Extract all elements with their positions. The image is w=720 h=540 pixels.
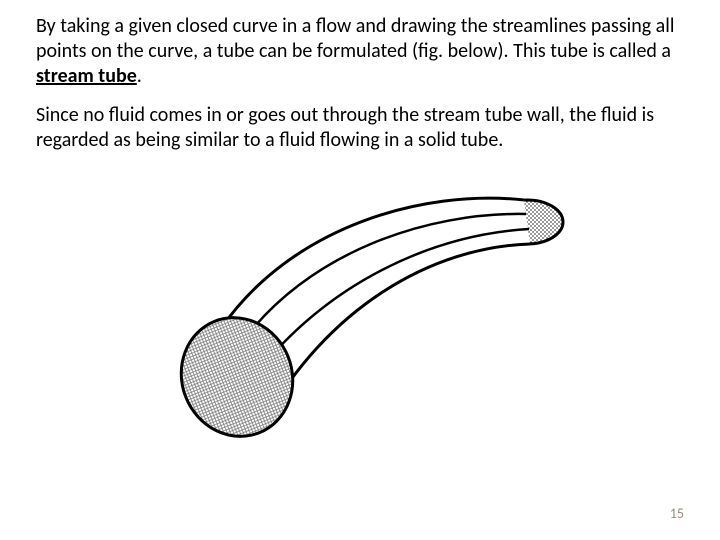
page-number: 15 [670,505,684,522]
p1-text-a: By taking a given closed curve in a flow… [36,14,674,63]
paragraph-2: Since no fluid comes in or goes out thro… [36,103,698,153]
stream-tube-diagram [132,167,602,447]
p1-text-c: . [137,64,142,88]
paragraph-1: By taking a given closed curve in a flow… [36,14,698,89]
term-stream-tube: stream tube [36,64,137,88]
